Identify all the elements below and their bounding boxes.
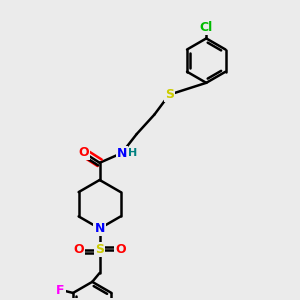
Text: O: O bbox=[115, 243, 126, 256]
Text: N: N bbox=[94, 222, 105, 235]
Text: H: H bbox=[128, 148, 138, 158]
Text: Cl: Cl bbox=[200, 21, 213, 34]
Text: S: S bbox=[165, 88, 174, 101]
Text: F: F bbox=[56, 284, 65, 297]
Text: O: O bbox=[74, 243, 84, 256]
Text: O: O bbox=[78, 146, 89, 159]
Text: S: S bbox=[95, 243, 104, 256]
Text: N: N bbox=[117, 146, 127, 160]
